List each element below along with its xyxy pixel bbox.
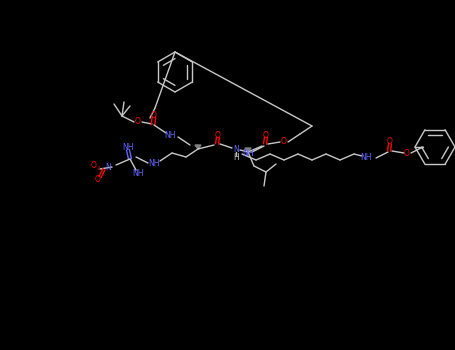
Text: O: O bbox=[135, 117, 141, 126]
Text: O: O bbox=[91, 161, 97, 169]
Text: O: O bbox=[281, 138, 287, 147]
Text: NH: NH bbox=[164, 131, 176, 140]
Text: NH: NH bbox=[242, 149, 254, 159]
Text: O: O bbox=[263, 131, 269, 140]
Text: H: H bbox=[233, 153, 239, 161]
Text: NH: NH bbox=[132, 168, 144, 177]
Text: NH: NH bbox=[122, 142, 134, 152]
Text: O: O bbox=[387, 138, 393, 147]
Text: O: O bbox=[95, 175, 101, 183]
Text: N: N bbox=[105, 162, 111, 172]
Text: NH: NH bbox=[360, 154, 372, 162]
Text: NH: NH bbox=[148, 159, 160, 168]
Polygon shape bbox=[195, 145, 201, 149]
Text: O: O bbox=[151, 111, 157, 119]
Text: N: N bbox=[233, 145, 239, 154]
Polygon shape bbox=[245, 148, 251, 152]
Text: 2: 2 bbox=[96, 167, 100, 172]
Text: O: O bbox=[404, 148, 410, 158]
Text: O: O bbox=[215, 131, 221, 140]
